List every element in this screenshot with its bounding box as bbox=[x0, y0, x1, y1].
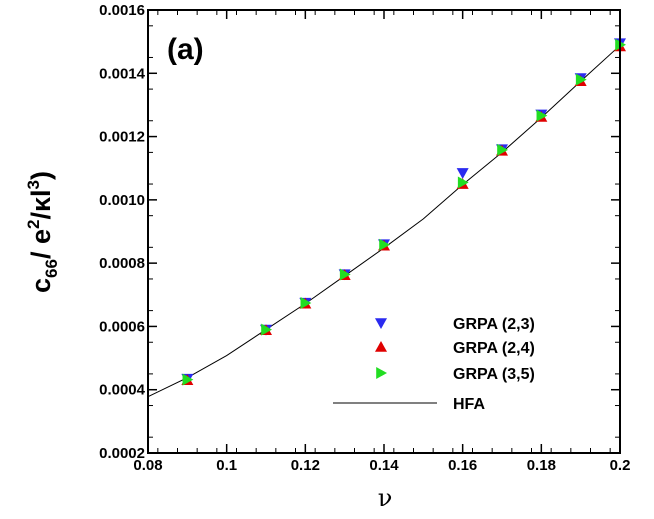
y-tick-label: 0.0014 bbox=[99, 65, 146, 82]
y-axis-label-base: c bbox=[26, 278, 56, 293]
y-tick-label: 0.0016 bbox=[99, 2, 145, 19]
y-tick-label: 0.0008 bbox=[99, 255, 145, 272]
data-point-triangle-right bbox=[379, 238, 390, 251]
data-point-triangle-right bbox=[575, 73, 587, 86]
x-tick-label: 0.18 bbox=[527, 457, 556, 474]
legend-marker bbox=[375, 318, 387, 329]
y-tick-label: 0.0004 bbox=[99, 382, 146, 399]
hfa-line bbox=[147, 45, 621, 398]
data-point-triangle-right bbox=[536, 109, 548, 122]
data-point-triangle-right bbox=[182, 373, 194, 386]
y-axis-label: c66/ e2/κl3) bbox=[24, 171, 61, 293]
y-axis-label-sub: 66 bbox=[42, 259, 61, 278]
y-axis-label-slash: / e bbox=[26, 229, 56, 259]
legend-marker bbox=[375, 341, 387, 352]
plot-frame bbox=[147, 9, 621, 454]
x-tick-label: 0.2 bbox=[610, 457, 631, 474]
data-point-triangle-right bbox=[339, 268, 351, 281]
legend-label: GRPA (3,5) bbox=[453, 366, 535, 383]
data-point-triangle-down bbox=[456, 168, 469, 179]
x-tick-label: 0.08 bbox=[133, 457, 162, 474]
marker-series bbox=[181, 38, 626, 386]
panel-label: (a) bbox=[167, 33, 204, 66]
hfa-series bbox=[147, 45, 621, 398]
x-tick-label: 0.1 bbox=[216, 457, 237, 474]
x-axis-label: ν bbox=[378, 484, 393, 512]
data-point-triangle-right bbox=[497, 143, 508, 156]
legend-label: HFA bbox=[453, 396, 485, 413]
x-tick-label: 0.12 bbox=[291, 457, 320, 474]
y-tick-label: 0.0006 bbox=[99, 318, 145, 335]
y-tick-label: 0.0002 bbox=[99, 445, 145, 462]
y-axis-label-sup1: 2 bbox=[24, 220, 43, 229]
x-tick-label: 0.16 bbox=[448, 457, 477, 474]
x-tick-label: 0.14 bbox=[369, 457, 399, 474]
legend: GRPA (2,3) GRPA (2,4) GRPA (3,5) HFA bbox=[333, 316, 535, 413]
data-point-triangle-right bbox=[457, 176, 469, 189]
data-point-triangle-right bbox=[261, 323, 272, 336]
y-axis-label-mid: /κl bbox=[26, 189, 56, 219]
y-axis-label-sup2: 3 bbox=[24, 180, 43, 189]
legend-label: GRPA (2,4) bbox=[453, 340, 535, 357]
y-tick-label: 0.0012 bbox=[99, 129, 145, 146]
y-tick-label: 0.0010 bbox=[99, 192, 145, 209]
y-axis-label-end: ) bbox=[26, 171, 56, 180]
legend-label: GRPA (2,3) bbox=[453, 316, 535, 333]
legend-marker bbox=[376, 367, 387, 379]
data-point-triangle-right bbox=[300, 297, 312, 310]
